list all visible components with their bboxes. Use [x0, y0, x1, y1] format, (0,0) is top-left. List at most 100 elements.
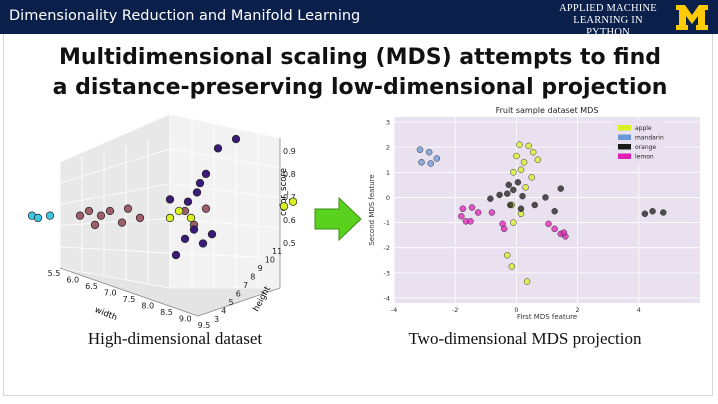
- scatter-point: [192, 188, 202, 197]
- x-tick-label: 9.0: [179, 315, 192, 324]
- scatter-point: [545, 220, 552, 228]
- scatter-point: [488, 209, 496, 216]
- arrow-icon: [314, 196, 362, 242]
- y-tick-label: 9: [258, 264, 263, 273]
- scatter-point: [557, 185, 565, 192]
- scatter-point: [458, 213, 465, 220]
- legend-label: lemon: [635, 154, 654, 161]
- scatter-point: [459, 205, 467, 212]
- scatter-point: [467, 218, 474, 225]
- scatter-point: [427, 160, 434, 167]
- y-tick-label: 8: [250, 273, 255, 282]
- scatter-point: [517, 205, 525, 212]
- scatter-point: [171, 250, 181, 260]
- scatter-point: [165, 213, 175, 223]
- mds-chart: Fruit sample dataset MDS -4 -2 0 2 4 3 2 1 0 -1 -…: [368, 106, 700, 321]
- scatter-point: [213, 144, 223, 153]
- mds-points: [416, 141, 667, 285]
- scatter-point: [90, 220, 100, 230]
- brand-text: APPLIED MACHINE LEARNING IN PYTHON: [550, 3, 666, 39]
- scatter-point: [117, 218, 127, 227]
- scatter-point: [507, 201, 514, 209]
- x-tick-label: 7.5: [123, 295, 136, 304]
- y-tick-label: 1: [386, 169, 390, 177]
- scatter-point: [525, 142, 532, 150]
- x-tick-label: -4: [391, 306, 397, 314]
- scatter-point: [231, 134, 241, 144]
- y-tick-label: 2: [386, 144, 390, 152]
- x-tick-labels: -4 -2 0 2 4: [391, 306, 641, 314]
- x-axis-label: width: [93, 305, 118, 323]
- scatter-point: [531, 201, 539, 209]
- caption-right: Two-dimensional MDS projection: [408, 329, 642, 348]
- x-tick-label: 2: [576, 306, 580, 314]
- scatter-point: [500, 225, 508, 233]
- y-tick-label: -4: [384, 294, 390, 302]
- header-banner: Dimensionality Reduction and Manifold Le…: [0, 0, 718, 38]
- x-tick-label: -2: [452, 306, 458, 314]
- scatter-point: [418, 158, 425, 166]
- scatter-point: [474, 209, 482, 216]
- legend-label: apple: [635, 125, 652, 132]
- z-axis-label: color_score: [279, 168, 289, 216]
- y-tick-label: -3: [384, 269, 390, 277]
- y-axis-label: Second MDS feature: [368, 174, 376, 245]
- z-ticks: 0.5 0.6 0.7 0.8 0.9: [283, 147, 296, 248]
- scatter-point: [195, 179, 205, 188]
- y-tick-label: 7: [243, 281, 248, 290]
- z-tick-label: 0.9: [283, 147, 296, 156]
- legend-label: orange: [635, 144, 656, 151]
- legend-label: mandarin: [635, 135, 664, 142]
- x-tick-label: 4: [637, 306, 641, 314]
- y-tick-label: 4: [221, 307, 226, 316]
- scatter-point: [514, 179, 522, 186]
- university-logo: [676, 5, 708, 30]
- scatter-point: [105, 206, 115, 216]
- slide-frame: [3, 34, 713, 396]
- legend-swatch: [618, 125, 631, 131]
- y-tick-label: 5: [229, 298, 234, 307]
- scatter-point: [180, 234, 190, 243]
- scatter-point: [660, 209, 667, 216]
- scatter-point: [551, 208, 558, 215]
- scatter-point: [649, 208, 656, 215]
- scatter-point: [505, 181, 512, 189]
- y-tick-label: 0: [386, 194, 390, 202]
- scatter-point: [516, 141, 523, 148]
- y-tick-label: 11: [272, 247, 282, 256]
- scatter-point: [84, 206, 94, 216]
- scatter-point: [508, 263, 516, 270]
- x-tick-label: 7.0: [104, 289, 117, 298]
- scatter-point: [487, 195, 494, 202]
- y-axis-line: [197, 287, 281, 317]
- brand-line-1: APPLIED MACHINE: [559, 3, 657, 14]
- scatter-point: [416, 146, 424, 153]
- y-tick-label: 10: [265, 256, 275, 265]
- x-tick-label: 0: [514, 306, 518, 314]
- floor-pane: [60, 268, 280, 316]
- scatter-point: [45, 211, 55, 220]
- scatter-point: [33, 213, 43, 223]
- z-tick-label: 0.5: [283, 239, 296, 248]
- z-tick-label: 0.6: [283, 216, 296, 225]
- y-tick-labels: 3 2 1 0 -1 -2 -3 -4: [384, 119, 390, 303]
- scatter-point: [433, 155, 441, 162]
- scatter-point: [123, 204, 133, 213]
- z-tick-label: 0.7: [283, 193, 296, 202]
- scatter-point: [279, 202, 289, 211]
- x-ticks: 5.5 6.0 6.5 7.0 7.5 8.0 8.5 9.0 9.5: [48, 269, 211, 330]
- scatter-point: [503, 190, 511, 197]
- scatter-point: [135, 213, 145, 223]
- x-axis-label: First MDS feature: [517, 313, 577, 321]
- scatter-point: [529, 148, 537, 156]
- legend: apple mandarin orange lemon: [614, 120, 664, 164]
- scatter-point: [75, 211, 85, 220]
- x-tick-label: 6.5: [85, 282, 98, 291]
- scatter-point: [201, 169, 211, 179]
- scatter-point: [496, 191, 503, 199]
- scatter-point: [519, 192, 526, 200]
- y-tick-label: 3: [214, 315, 219, 324]
- legend-swatch: [618, 144, 631, 150]
- scatter-point: [523, 278, 531, 285]
